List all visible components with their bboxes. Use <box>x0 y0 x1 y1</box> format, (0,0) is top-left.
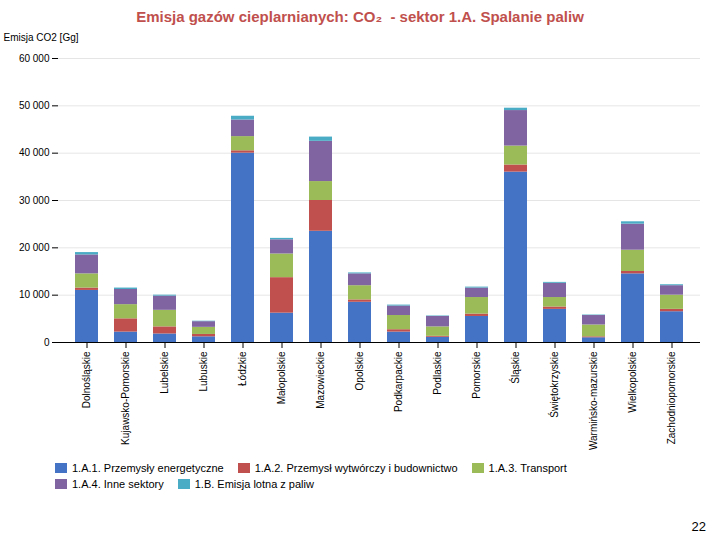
html-text:1.B. Emisja lotna z paliw: 1.B. Emisja lotna z paliw <box>194 478 314 490</box>
svg-text:Warmińsko-mazurskie: Warmińsko-mazurskie <box>588 351 599 450</box>
svg-text:Małopolskie: Małopolskie <box>276 351 287 404</box>
svg-text:40 000: 40 000 <box>19 147 50 158</box>
svg-text:60 000: 60 000 <box>19 53 50 64</box>
svg-text:Świętokrzyskie: Świętokrzyskie <box>548 351 560 418</box>
svg-text:50 000: 50 000 <box>19 100 50 111</box>
svg-text:Zachodniopomorskie: Zachodniopomorskie <box>666 351 677 444</box>
svg-text:0: 0 <box>44 337 50 348</box>
svg-text:Lubuskie: Lubuskie <box>198 351 209 391</box>
html-text:1.A.1. Przemysły energetyczne: 1.A.1. Przemysły energetyczne <box>72 462 224 474</box>
html-text:1.A.2. Przemysł wytwórczy i bu: 1.A.2. Przemysł wytwórczy i budownictwo <box>254 462 458 474</box>
svg-text:Lubelskie: Lubelskie <box>159 351 170 394</box>
html-text:1.A.4. Inne sektory: 1.A.4. Inne sektory <box>72 478 164 490</box>
svg-text:Dolnośląskie: Dolnośląskie <box>81 351 92 408</box>
svg-text:Kujawsko-Pomorskie: Kujawsko-Pomorskie <box>120 351 131 445</box>
svg-text:Wielkopolskie: Wielkopolskie <box>627 351 638 413</box>
svg-text:10 000: 10 000 <box>19 289 50 300</box>
svg-text:30 000: 30 000 <box>19 195 50 206</box>
svg-text:20 000: 20 000 <box>19 242 50 253</box>
svg-text:Pomorskie: Pomorskie <box>471 351 482 399</box>
svg-text:Śląskie: Śląskie <box>509 351 521 384</box>
svg-text:Emisja CO2 [Gg]: Emisja CO2 [Gg] <box>4 32 79 43</box>
svg-text:Podlaskie: Podlaskie <box>432 351 443 395</box>
svg-text:Łódzkie: Łódzkie <box>237 351 248 386</box>
html-text:22: 22 <box>691 519 706 534</box>
svg-text:Opolskie: Opolskie <box>354 351 365 390</box>
svg-text:Podkarpackie: Podkarpackie <box>393 351 404 412</box>
svg-text:Mazowieckie: Mazowieckie <box>315 351 326 409</box>
html-text:1.A.3. Transport: 1.A.3. Transport <box>488 462 567 474</box>
html-text:Emisja gazów cieplarnianych: C: Emisja gazów cieplarnianych: CO₂ - sekto… <box>136 8 584 25</box>
